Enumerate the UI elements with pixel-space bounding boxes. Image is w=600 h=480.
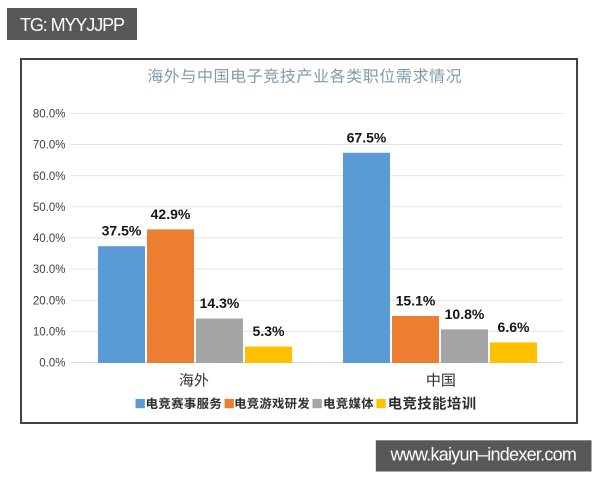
svg-text:10.8%: 10.8% [445,306,485,322]
svg-text:TG: MYYJJPP: TG: MYYJJPP [20,15,125,35]
svg-text:42.9%: 42.9% [151,206,191,222]
svg-text:15.1%: 15.1% [396,293,436,309]
svg-text:5.3%: 5.3% [253,323,285,339]
svg-text:6.6%: 6.6% [498,319,530,335]
svg-text:40.0%: 40.0% [33,233,66,245]
svg-text:60.0%: 60.0% [33,171,66,183]
svg-text:0.0%: 0.0% [39,358,65,370]
svg-text:70.0%: 70.0% [33,140,66,152]
svg-text:www.kaiyun–indexer.com: www.kaiyun–indexer.com [389,445,576,465]
svg-text:10.0%: 10.0% [33,327,66,339]
svg-text:50.0%: 50.0% [33,202,66,214]
svg-text:14.3%: 14.3% [200,295,240,311]
svg-text:67.5%: 67.5% [347,129,387,145]
svg-text:20.0%: 20.0% [33,295,66,307]
svg-text:30.0%: 30.0% [33,264,66,276]
svg-text:37.5%: 37.5% [102,223,142,239]
svg-text:80.0%: 80.0% [33,109,66,121]
